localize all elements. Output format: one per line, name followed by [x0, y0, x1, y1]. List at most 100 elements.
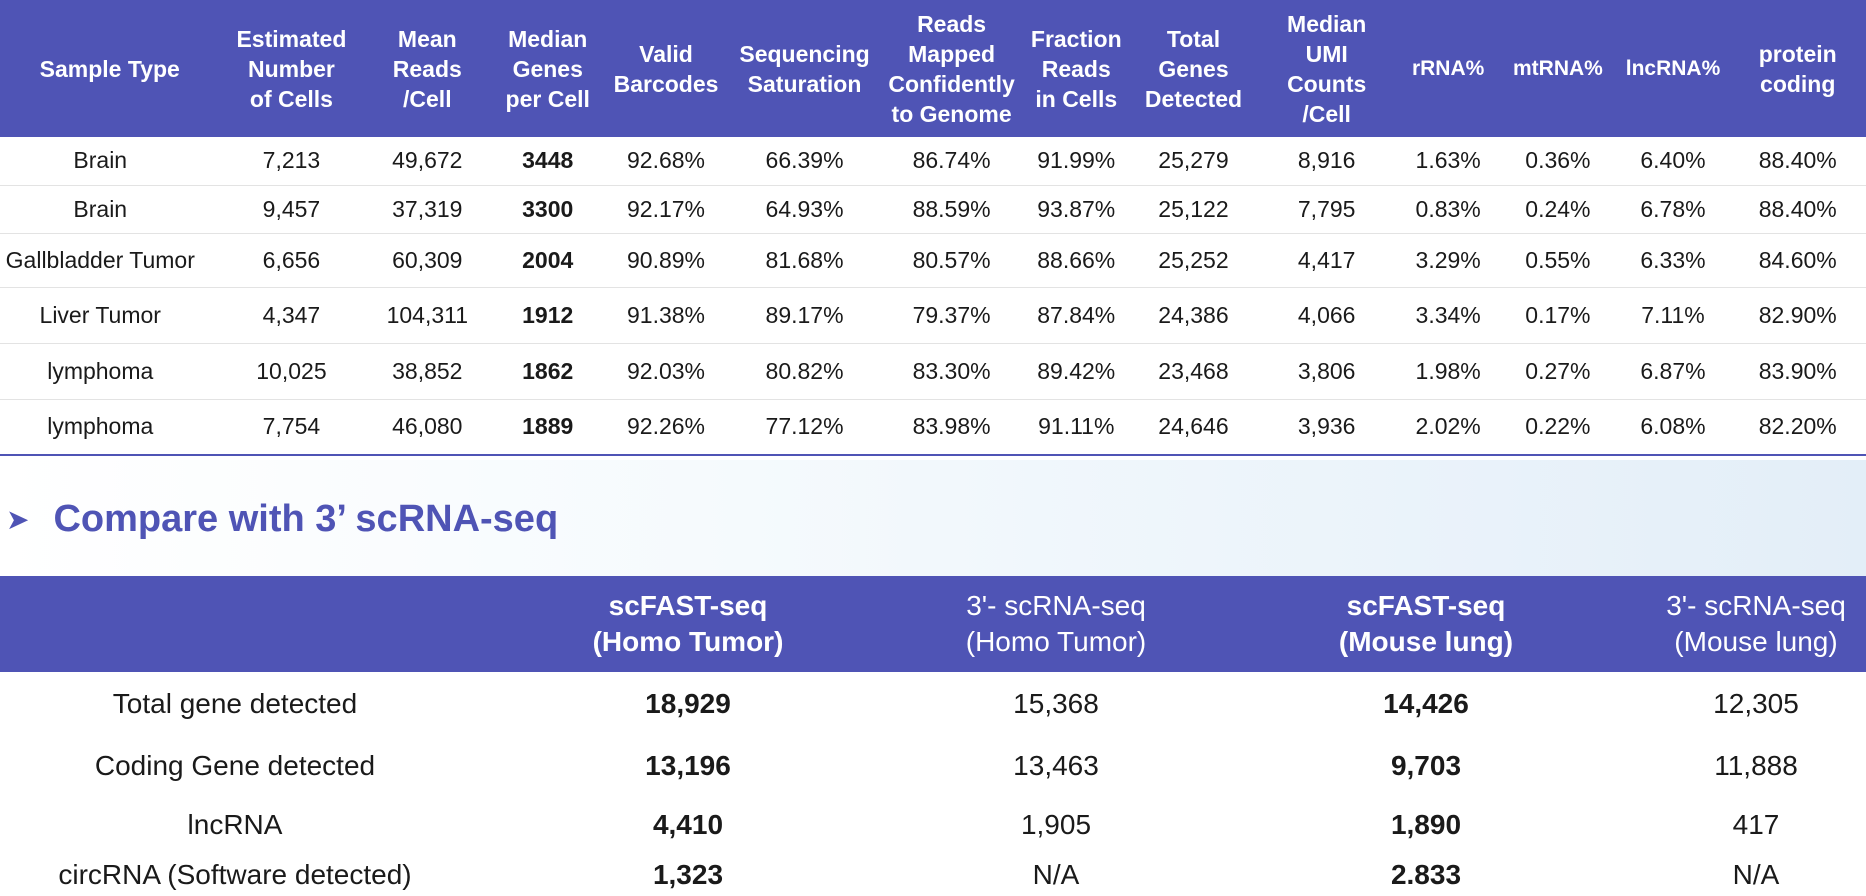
table-cell: 91.38% [627, 301, 706, 328]
table-cell: 6.33% [1640, 246, 1706, 273]
table-cell: 91.99% [1037, 147, 1116, 174]
metric-label-cell: Total gene detected [112, 688, 358, 719]
table-cell: 7,795 [1297, 195, 1356, 222]
table-cell: 11,888 [1714, 749, 1798, 781]
table-cell: 84.60% [1758, 246, 1837, 273]
table-cell: 25,122 [1158, 195, 1229, 222]
table-cell: 82.20% [1758, 413, 1837, 440]
compare-table: scFAST-seq (Homo Tumor) 3'- scRNA-seq (H… [0, 576, 1866, 896]
metric-label-cell: Coding Gene detected [94, 749, 376, 781]
table-cell: 4,417 [1297, 246, 1356, 273]
header-lncrna: lncRNA% [1625, 56, 1721, 80]
table-cell: 79.37% [912, 301, 991, 328]
table-cell: 2004 [522, 246, 574, 273]
compare-header-3p-homo: 3'- scRNA-seq (Homo Tumor) [965, 590, 1147, 657]
table-cell: 81.68% [765, 246, 844, 273]
sample-type-cell: lymphoma [47, 357, 154, 384]
table-cell: 0.27% [1525, 357, 1591, 384]
table-cell: 92.03% [627, 357, 706, 384]
table-cell: 2.02% [1415, 413, 1481, 440]
table-cell: 91.11% [1038, 413, 1115, 440]
metric-label-cell: circRNA (Software detected) [58, 859, 412, 890]
header-total-genes: Total Genes Detected [1144, 25, 1243, 112]
table-cell: 0.55% [1525, 246, 1591, 273]
sample-type-cell: lymphoma [47, 413, 154, 440]
table-cell: 89.17% [765, 301, 844, 328]
header-fraction-reads: Fraction Reads in Cells [1030, 25, 1122, 112]
table-cell: 89.42% [1037, 357, 1116, 384]
compare-header-3p-mouse: 3'- scRNA-seq (Mouse lung) [1666, 590, 1846, 657]
table-cell: 64.93% [765, 195, 844, 222]
header-mtrna: mtRNA% [1512, 56, 1603, 80]
table-cell: 7,213 [262, 147, 321, 174]
table-row: Brain 9,457 37,319 3300 92.17% 64.93% 88.59% 93… [0, 185, 1866, 233]
table-cell: 10,025 [256, 357, 327, 384]
section-title: Compare with 3’ scRNA-seq [53, 497, 559, 540]
compare-header-empty [0, 576, 470, 672]
metrics-header-row: Sample Type Estimated Number of Cells Me… [0, 0, 1866, 137]
table-cell: 9,703 [1390, 749, 1462, 781]
table-cell: 6.78% [1640, 195, 1706, 222]
table-cell: 0.83% [1415, 195, 1481, 222]
table-cell: 1,890 [1390, 808, 1462, 840]
table-cell: 24,646 [1158, 413, 1229, 440]
table-cell: 25,279 [1158, 147, 1229, 174]
metrics-table: Sample Type Estimated Number of Cells Me… [0, 0, 1866, 455]
table-cell: 0.17% [1525, 301, 1591, 328]
table-cell: 88.66% [1037, 246, 1116, 273]
header-protein-coding: protein coding [1758, 40, 1837, 97]
table-cell: 13,196 [645, 749, 731, 781]
header-estimated-cells: Estimated Number of Cells [236, 25, 347, 112]
table-cell: 1.98% [1415, 357, 1481, 384]
table-cell: 3.29% [1415, 246, 1481, 273]
table-cell: 1,905 [1020, 808, 1092, 840]
metrics-body: Brain 7,213 49,672 3448 92.68% 66.39% 86.74% 91… [0, 137, 1866, 455]
header-reads-mapped: Reads Mapped Confidently to Genome [888, 10, 1015, 127]
table-cell: 83.90% [1758, 357, 1837, 384]
table-cell: 6.87% [1640, 357, 1706, 384]
table-cell: N/A [1032, 859, 1080, 890]
table-row: Brain 7,213 49,672 3448 92.68% 66.39% 86.74% 91… [0, 137, 1866, 185]
sample-type-cell: Brain [73, 195, 128, 222]
sample-type-cell: Gallbladder Tumor [5, 246, 195, 273]
table-cell: 83.98% [912, 413, 991, 440]
table-row: Total gene detected 18,929 15,368 14,426 12,… [0, 672, 1866, 736]
table-cell: 92.68% [627, 147, 706, 174]
table-cell: 104,311 [386, 301, 469, 328]
section-heading: ➤ Compare with 3’ scRNA-seq [6, 494, 558, 544]
table-cell: 1,323 [652, 859, 724, 890]
table-cell: 3,806 [1297, 357, 1356, 384]
table-cell: 4,066 [1297, 301, 1356, 328]
table-cell: 4,347 [262, 301, 321, 328]
compare-body: Total gene detected 18,929 15,368 14,426 12,… [0, 672, 1866, 896]
table-cell: 3,936 [1297, 413, 1356, 440]
sample-type-cell: Liver Tumor [39, 301, 161, 328]
table-cell: 15,368 [1013, 688, 1099, 719]
table-cell: 38,852 [392, 357, 463, 384]
compare-header-scfast-mouse: scFAST-seq (Mouse lung) [1338, 590, 1514, 657]
table-row: lncRNA 4,410 1,905 1,890 417 [0, 795, 1866, 854]
table-cell: 9,457 [262, 195, 321, 222]
header-median-genes: Median Genes per Cell [505, 25, 590, 112]
table-cell: 88.40% [1758, 147, 1837, 174]
table-cell: 24,386 [1158, 301, 1229, 328]
header-valid-barcodes: Valid Barcodes [613, 40, 719, 97]
table-row: lymphoma 7,754 46,080 1889 92.26% 77.12% 83.98… [0, 399, 1866, 455]
header-sample-type: Sample Type [39, 55, 180, 82]
table-cell: 6.08% [1640, 413, 1706, 440]
table-cell: 77.12% [765, 413, 844, 440]
table-cell: 0.36% [1525, 147, 1591, 174]
table-cell: 0.22% [1525, 413, 1591, 440]
table-cell: 92.17% [627, 195, 706, 222]
table-cell: 88.40% [1758, 195, 1837, 222]
table-cell: 14,426 [1383, 688, 1469, 719]
table-cell: 3300 [522, 195, 574, 222]
compare-header-row: scFAST-seq (Homo Tumor) 3'- scRNA-seq (H… [0, 576, 1866, 672]
table-cell: N/A [1732, 859, 1780, 890]
table-cell: 46,080 [392, 413, 463, 440]
table-row: circRNA (Software detected) 1,323 N/A 2.833… [0, 854, 1866, 896]
table-row: lymphoma 10,025 38,852 1862 92.03% 80.82% 83.3… [0, 343, 1866, 399]
table-cell: 66.39% [765, 147, 844, 174]
table-cell: 60,309 [392, 246, 463, 273]
table-cell: 83.30% [912, 357, 991, 384]
